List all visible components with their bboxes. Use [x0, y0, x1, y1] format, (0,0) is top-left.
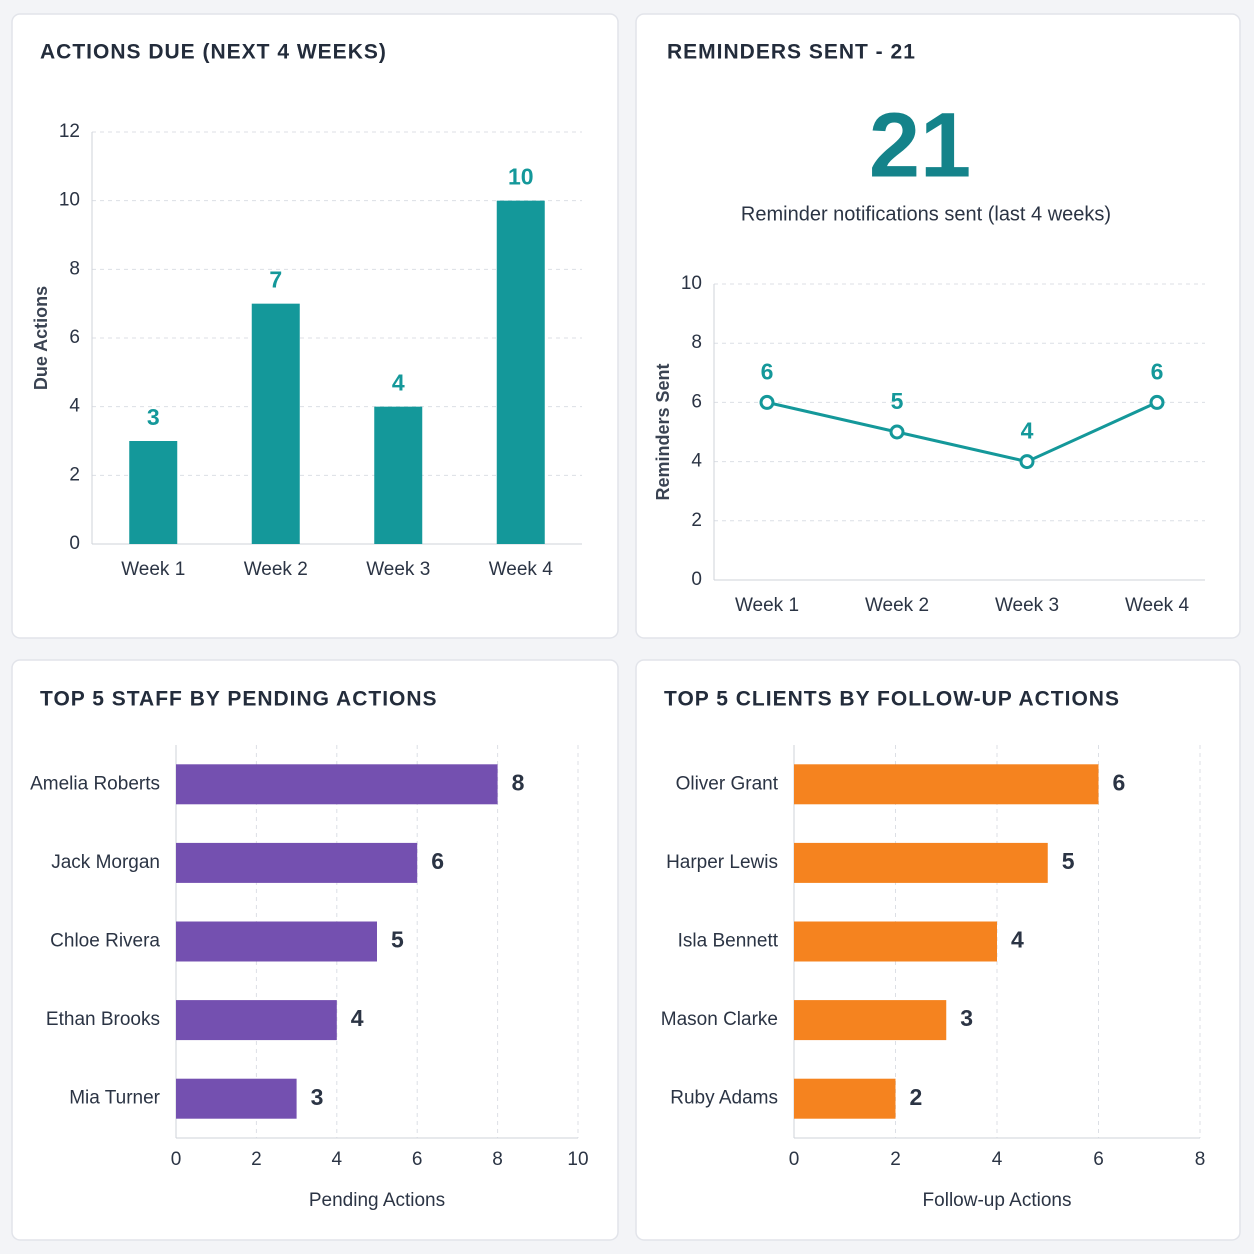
- chart-title: TOP 5 STAFF BY PENDING ACTIONS: [40, 688, 438, 711]
- x-tick-label: 6: [1093, 1149, 1104, 1170]
- y-tick-label: Mia Turner: [69, 1088, 160, 1109]
- point: [759, 394, 775, 410]
- x-tick-label: 0: [171, 1149, 182, 1170]
- chart-title: TOP 5 CLIENTS BY FOLLOW-UP ACTIONS: [664, 688, 1120, 711]
- data-label: 4: [392, 370, 405, 396]
- y-tick-label: Jack Morgan: [51, 852, 160, 873]
- bar: [374, 406, 423, 544]
- data-label: 7: [269, 267, 282, 293]
- data-label: 4: [1011, 927, 1024, 953]
- point: [1019, 454, 1035, 470]
- x-axis-label: Follow-up Actions: [923, 1190, 1072, 1211]
- bar: [794, 842, 1048, 883]
- y-tick-label: 2: [69, 464, 80, 485]
- bar: [176, 921, 377, 962]
- data-label: 3: [147, 404, 160, 430]
- data-label: 3: [960, 1005, 973, 1031]
- data-label: 6: [431, 848, 444, 874]
- chart-title: REMINDERS SENT - 21: [667, 41, 916, 64]
- point: [889, 424, 905, 440]
- kpi-label: Reminder notifications sent (last 4 week…: [741, 203, 1111, 225]
- data-label: 8: [512, 769, 525, 795]
- bar: [794, 1078, 896, 1119]
- x-tick-label: 2: [890, 1149, 901, 1170]
- bar: [176, 1000, 337, 1041]
- y-tick-label: 8: [691, 332, 702, 353]
- x-tick-label: 6: [412, 1149, 423, 1170]
- bar: [794, 764, 1099, 805]
- bar: [794, 921, 997, 962]
- x-tick-label: 4: [992, 1149, 1003, 1170]
- point: [1149, 394, 1165, 410]
- data-label: 5: [391, 927, 404, 953]
- y-tick-label: Oliver Grant: [676, 773, 779, 794]
- x-tick-label: Week 1: [121, 559, 185, 580]
- x-tick-label: Week 4: [1125, 595, 1190, 616]
- data-label: 6: [1151, 358, 1164, 384]
- x-axis-label: Pending Actions: [309, 1190, 445, 1211]
- y-tick-label: 12: [59, 121, 80, 142]
- x-tick-label: 10: [567, 1149, 588, 1170]
- y-tick-label: 6: [691, 391, 702, 412]
- y-tick-label: 6: [69, 327, 80, 348]
- kpi-value: 21: [869, 94, 971, 196]
- x-tick-label: Week 2: [244, 559, 308, 580]
- y-tick-label: 2: [691, 510, 702, 531]
- bar: [176, 764, 498, 805]
- data-label: 6: [761, 358, 774, 384]
- data-label: 5: [1062, 848, 1075, 874]
- data-label: 2: [910, 1084, 923, 1110]
- y-tick-label: Amelia Roberts: [30, 773, 160, 794]
- y-axis-label: Due Actions: [31, 286, 51, 390]
- data-label: 4: [351, 1005, 364, 1031]
- y-tick-label: Ruby Adams: [670, 1088, 778, 1109]
- bar: [129, 441, 178, 544]
- x-tick-label: Week 2: [865, 595, 929, 616]
- data-label: 4: [1021, 418, 1034, 444]
- y-tick-label: Chloe Rivera: [50, 931, 160, 952]
- y-tick-label: 10: [681, 273, 702, 294]
- y-tick-label: 8: [69, 258, 80, 279]
- bar: [251, 303, 300, 544]
- y-tick-label: 4: [69, 396, 80, 417]
- y-tick-label: Ethan Brooks: [46, 1009, 160, 1030]
- bar: [176, 842, 418, 883]
- x-tick-label: 8: [1195, 1149, 1206, 1170]
- line: [766, 400, 1158, 464]
- x-tick-label: 8: [492, 1149, 503, 1170]
- y-tick-label: 10: [59, 190, 80, 211]
- data-label: 3: [311, 1084, 324, 1110]
- y-tick-label: 4: [691, 451, 702, 472]
- bar: [176, 1078, 297, 1119]
- y-axis-label: Reminders Sent: [653, 363, 673, 500]
- y-tick-label: 0: [691, 569, 702, 590]
- card: [635, 13, 1241, 639]
- x-tick-label: Week 1: [735, 595, 799, 616]
- x-tick-label: 2: [251, 1149, 262, 1170]
- x-tick-label: Week 3: [366, 559, 430, 580]
- x-tick-label: 4: [332, 1149, 343, 1170]
- data-label: 5: [891, 388, 904, 414]
- y-tick-label: Harper Lewis: [666, 852, 778, 873]
- data-label: 10: [508, 164, 534, 190]
- x-tick-label: Week 4: [489, 559, 554, 580]
- y-tick-label: 0: [69, 533, 80, 554]
- y-tick-label: Mason Clarke: [661, 1009, 778, 1030]
- bar: [496, 200, 545, 544]
- y-tick-label: Isla Bennett: [678, 931, 779, 952]
- x-tick-label: 0: [789, 1149, 800, 1170]
- data-label: 6: [1113, 769, 1126, 795]
- chart-title: ACTIONS DUE (NEXT 4 WEEKS): [40, 41, 387, 64]
- x-tick-label: Week 3: [995, 595, 1059, 616]
- bar: [794, 1000, 947, 1041]
